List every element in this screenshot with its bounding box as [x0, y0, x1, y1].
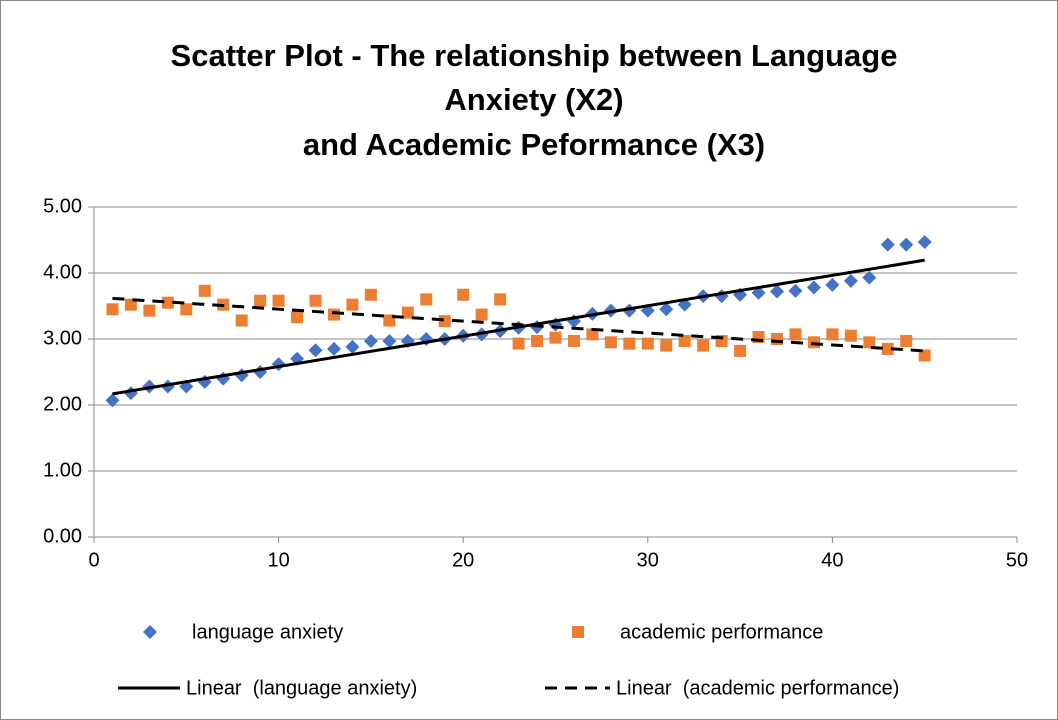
- x-tick-label: 30: [637, 549, 659, 571]
- y-tick-label: 2.00: [43, 393, 82, 415]
- point: [788, 283, 803, 298]
- point: [641, 337, 654, 350]
- point: [734, 344, 747, 357]
- legend-label: Linear (language anxiety): [186, 677, 417, 699]
- point: [254, 294, 267, 307]
- legend-marker: [572, 626, 584, 638]
- legend-label: language anxiety: [192, 621, 343, 643]
- x-tick-label: 20: [452, 549, 474, 571]
- point: [494, 293, 507, 306]
- point: [180, 303, 193, 316]
- point: [512, 337, 525, 350]
- y-tick-label: 0.00: [43, 525, 82, 547]
- point: [697, 339, 710, 352]
- point: [382, 333, 397, 348]
- legend-label: academic performance: [620, 621, 823, 643]
- point: [272, 294, 285, 307]
- point: [475, 308, 488, 321]
- point: [345, 339, 360, 354]
- point: [789, 328, 802, 341]
- x-tick-label: 10: [267, 549, 289, 571]
- point: [549, 331, 562, 344]
- x-tick-label: 0: [88, 549, 99, 571]
- point: [659, 302, 674, 317]
- point: [880, 237, 895, 252]
- point: [438, 315, 451, 328]
- point: [806, 280, 821, 295]
- y-tick-label: 5.00: [43, 195, 82, 217]
- point: [124, 298, 137, 311]
- point: [401, 306, 414, 319]
- legend-marker: [143, 625, 157, 639]
- point: [143, 304, 156, 317]
- chart-title: Scatter Plot - The relationship between …: [171, 38, 898, 73]
- y-tick-label: 3.00: [43, 327, 82, 349]
- point: [105, 393, 120, 408]
- point: [623, 337, 636, 350]
- point: [198, 284, 211, 297]
- point: [309, 294, 322, 307]
- point: [346, 298, 359, 311]
- y-tick-label: 1.00: [43, 459, 82, 481]
- point: [844, 329, 857, 342]
- point: [899, 237, 914, 252]
- trend-line: [112, 296, 925, 353]
- point: [291, 311, 304, 324]
- chart-title: and Academic Peformance (X3): [303, 127, 765, 162]
- point: [364, 288, 377, 301]
- point: [604, 336, 617, 349]
- trend-line: [112, 258, 925, 396]
- point: [586, 328, 599, 341]
- point: [678, 334, 691, 347]
- point: [363, 333, 378, 348]
- x-tick-label: 40: [821, 549, 843, 571]
- point: [900, 334, 913, 347]
- point: [567, 334, 580, 347]
- point: [327, 308, 340, 321]
- point: [825, 277, 840, 292]
- y-tick-label: 4.00: [43, 261, 82, 283]
- point: [918, 349, 931, 362]
- x-tick-label: 50: [1006, 549, 1028, 571]
- point: [917, 234, 932, 249]
- point: [106, 303, 119, 316]
- point: [881, 342, 894, 355]
- point: [862, 270, 877, 285]
- point: [308, 343, 323, 358]
- chart-title: Anxiety (X2): [444, 82, 623, 117]
- point: [771, 333, 784, 345]
- point: [660, 339, 673, 352]
- point: [863, 336, 876, 349]
- point: [826, 328, 839, 341]
- point: [457, 288, 470, 301]
- point: [161, 296, 174, 309]
- point: [235, 314, 248, 327]
- legend-label: Linear (academic performance): [616, 677, 899, 699]
- point: [770, 284, 785, 299]
- point: [531, 334, 544, 347]
- point: [326, 341, 341, 356]
- point: [843, 273, 858, 288]
- point: [420, 293, 433, 306]
